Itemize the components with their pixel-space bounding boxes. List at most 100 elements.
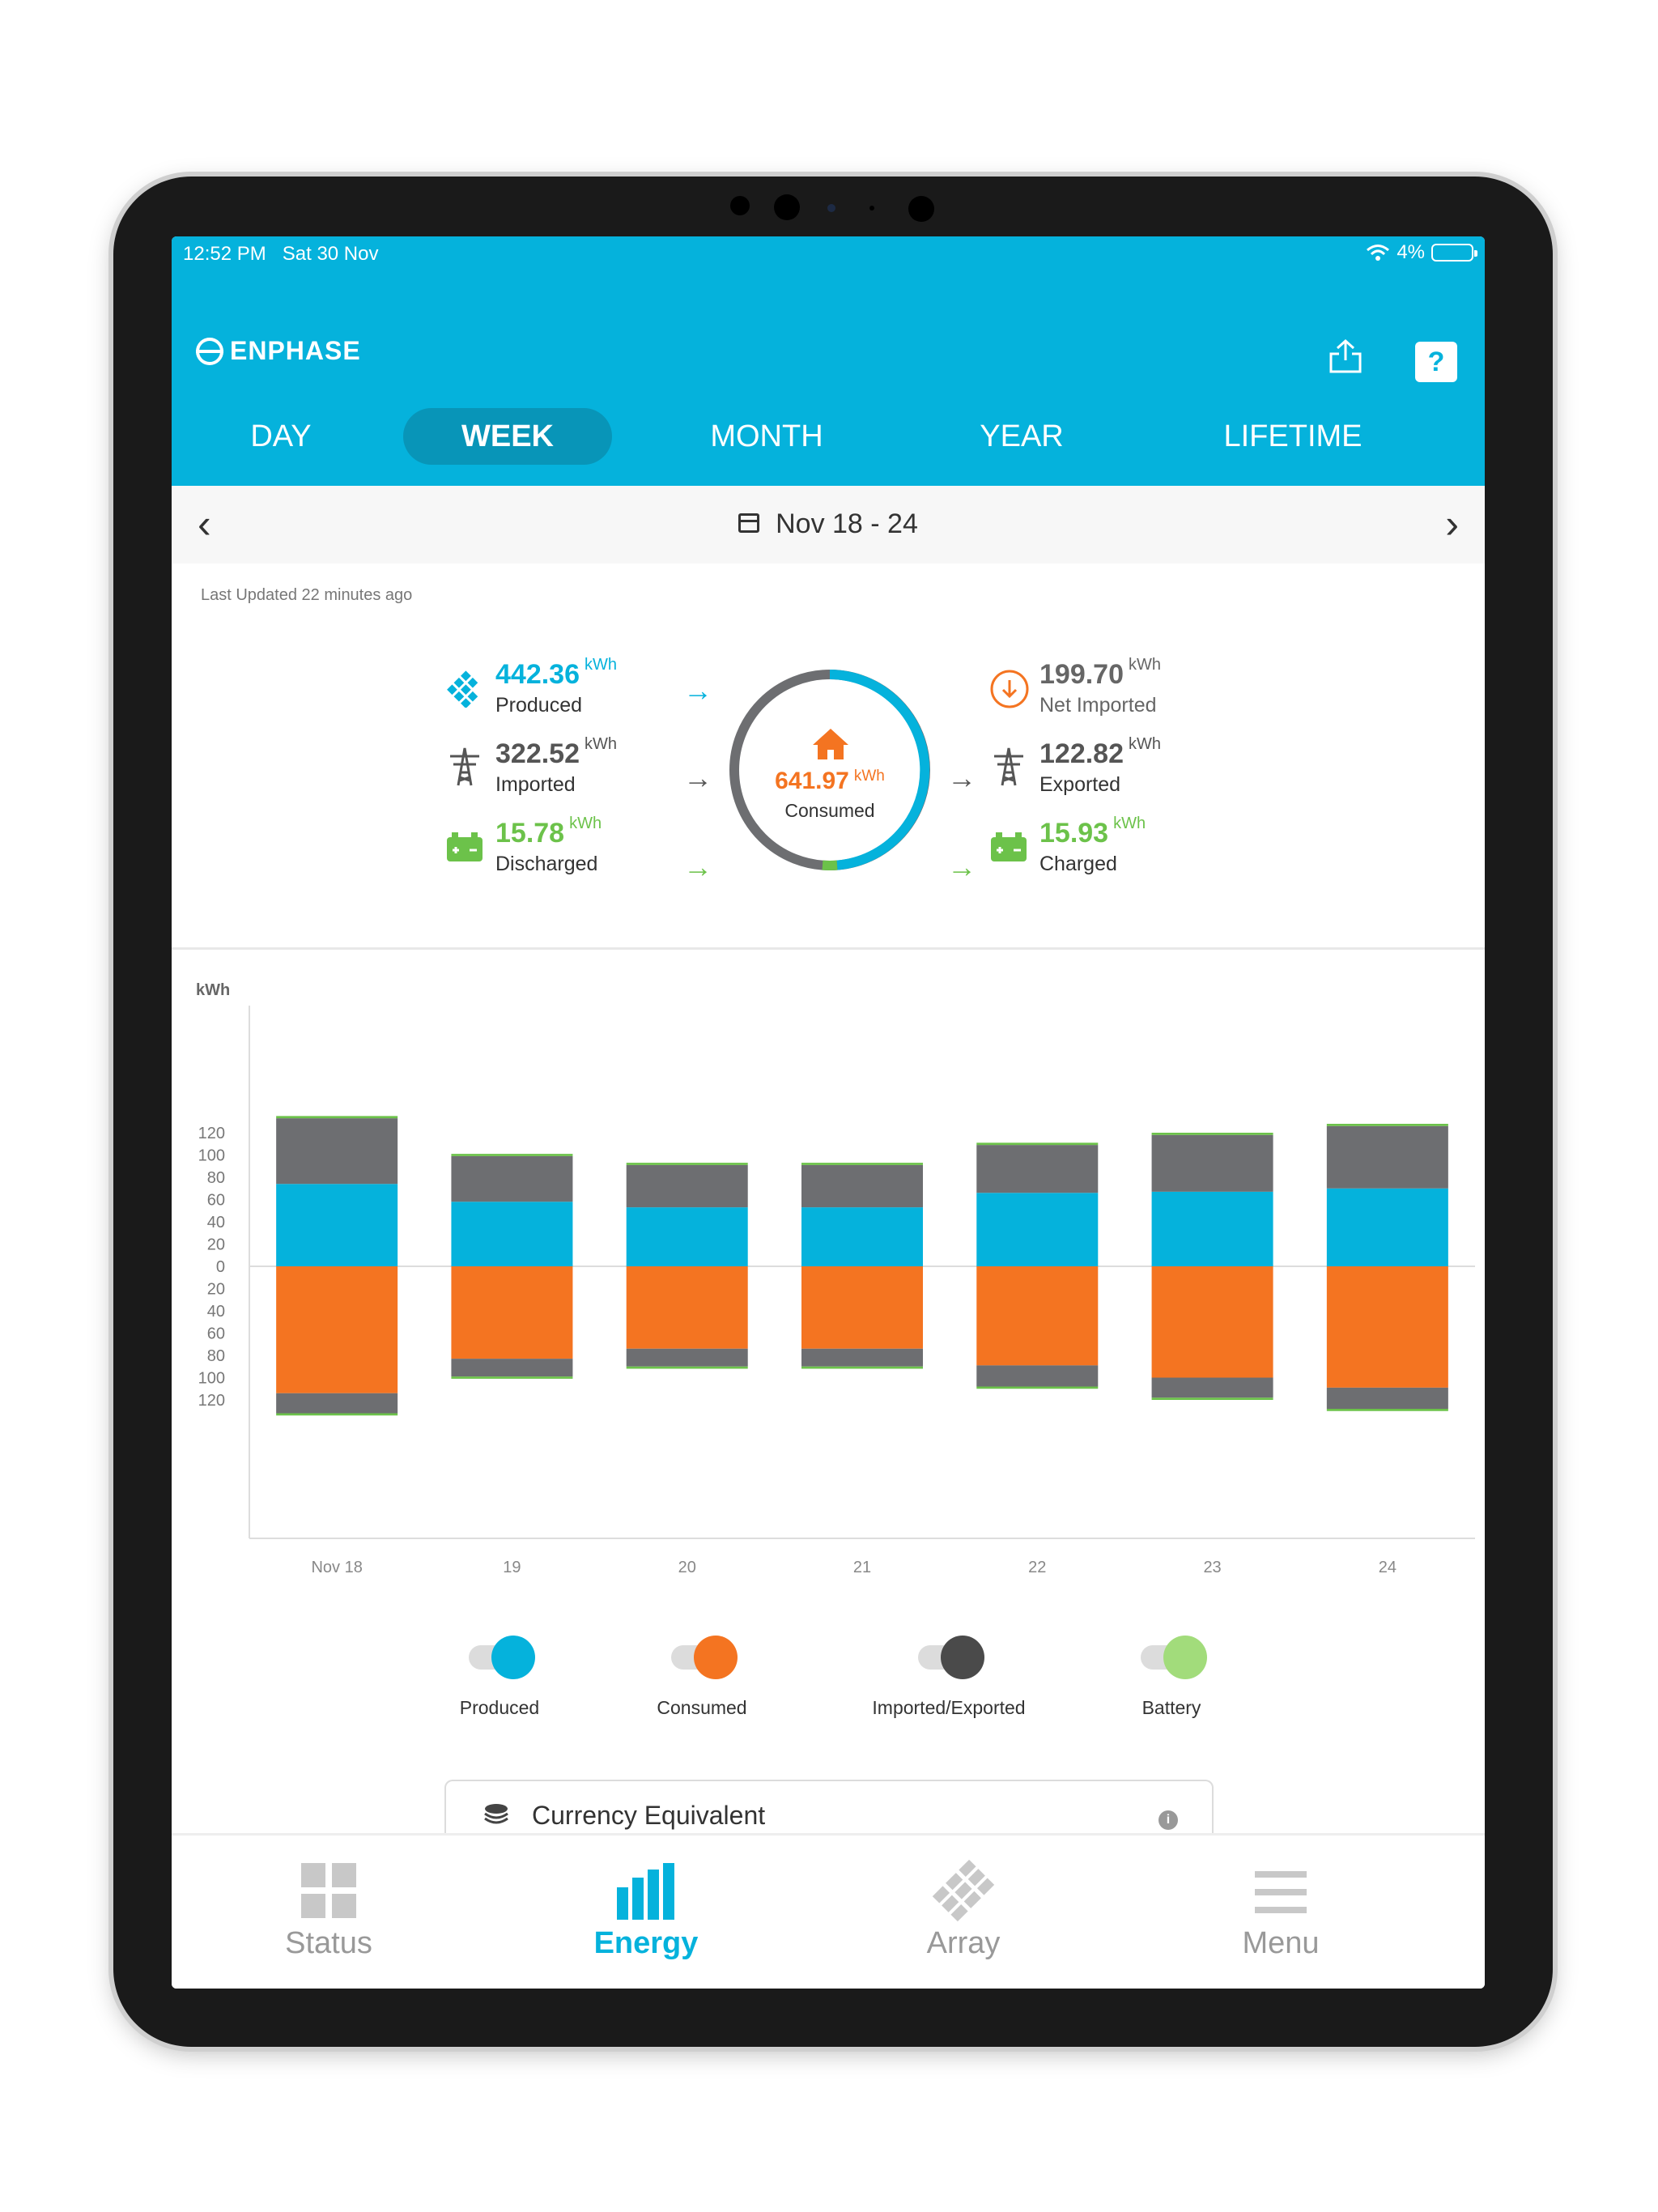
- imported-label: Imported: [495, 773, 576, 796]
- nav-status[interactable]: Status: [207, 1836, 450, 1989]
- y-tick-label: 100: [198, 1147, 225, 1165]
- energy-bar-chart: 120 100 80 60 40 20 0 20 40 60 80 100 120 Nov 18 19 20 2…: [198, 1006, 1475, 1576]
- help-button[interactable]: ?: [1415, 342, 1457, 382]
- bar-produced: [976, 1193, 1099, 1266]
- currency-equivalent-card[interactable]: Currency Equivalent i: [444, 1780, 1214, 1838]
- charged-stat: 15.93 kWh Charged: [1039, 815, 1146, 876]
- bar-imported: [626, 1164, 748, 1208]
- calendar-icon: [738, 513, 760, 534]
- exported-value: 122.82: [1039, 738, 1124, 769]
- bar-consumed: [1151, 1266, 1273, 1378]
- bar-chart-icon: [617, 1863, 674, 1920]
- legend-imported-exported[interactable]: Imported/Exported: [844, 1636, 1054, 1719]
- chevron-left-icon[interactable]: ‹: [198, 501, 211, 547]
- bar-consumed: [626, 1266, 748, 1349]
- tab-week[interactable]: WEEK: [403, 408, 612, 465]
- y-tick-label: 20: [207, 1281, 225, 1299]
- x-tick-label: 24: [1379, 1559, 1397, 1576]
- bar-exported: [276, 1393, 398, 1414]
- bar-battery-discharged: [451, 1154, 573, 1156]
- arrow-right-icon: →: [947, 850, 976, 883]
- toggle-imported-exported[interactable]: [918, 1636, 984, 1679]
- nav-label: Energy: [593, 1926, 699, 1960]
- produced-unit: kWh: [585, 656, 617, 674]
- date-range[interactable]: Nov 18 - 24: [172, 508, 1485, 540]
- front-camera: [869, 206, 874, 211]
- tab-year[interactable]: YEAR: [980, 419, 1064, 453]
- info-icon[interactable]: i: [1158, 1810, 1178, 1830]
- nav-energy[interactable]: Energy: [525, 1836, 767, 1989]
- bar-battery-charged: [276, 1413, 398, 1416]
- bar-battery-charged: [451, 1376, 573, 1379]
- share-icon[interactable]: [1328, 338, 1363, 375]
- y-tick-label: 120: [198, 1392, 225, 1410]
- toggle-knob: [941, 1636, 984, 1679]
- nav-label: Menu: [1242, 1926, 1320, 1960]
- y-tick-label: 120: [198, 1125, 225, 1142]
- bar-battery-discharged: [976, 1142, 1099, 1146]
- bar-exported: [976, 1365, 1099, 1387]
- bar-consumed: [1326, 1266, 1448, 1388]
- bar-consumed: [276, 1266, 398, 1393]
- toggle-battery[interactable]: [1141, 1636, 1207, 1679]
- y-tick-label: 60: [207, 1192, 225, 1210]
- toggle-knob: [491, 1636, 535, 1679]
- tab-lifetime[interactable]: LIFETIME: [1223, 419, 1363, 453]
- home-icon: [813, 729, 848, 759]
- charged-unit: kWh: [1113, 815, 1146, 832]
- bar-consumed: [801, 1266, 923, 1349]
- bar-produced: [626, 1207, 748, 1266]
- bar-imported: [451, 1155, 573, 1202]
- charged-label: Charged: [1039, 853, 1117, 875]
- tab-month[interactable]: MONTH: [710, 419, 823, 453]
- y-tick-label: 80: [207, 1347, 225, 1365]
- exported-stat: 122.82 kWh Exported: [1039, 735, 1161, 797]
- last-updated: Last Updated 22 minutes ago: [201, 586, 413, 604]
- legend-produced[interactable]: Produced: [439, 1636, 560, 1719]
- exported-label: Exported: [1039, 773, 1121, 796]
- battery-charge-icon: [991, 832, 1027, 861]
- imported-stat: 322.52 kWh Imported: [495, 735, 617, 797]
- power-tower-icon: [450, 747, 479, 786]
- nav-array[interactable]: Array: [842, 1836, 1085, 1989]
- bar-imported: [1151, 1134, 1273, 1192]
- legend-battery[interactable]: Battery: [1111, 1636, 1232, 1719]
- toggle-consumed[interactable]: [671, 1636, 738, 1679]
- net-imported-value: 199.70: [1039, 659, 1124, 690]
- chevron-right-icon[interactable]: ›: [1445, 501, 1459, 547]
- toggle-knob: [694, 1636, 738, 1679]
- bar-battery-discharged: [276, 1116, 398, 1119]
- bar-battery-discharged: [1151, 1133, 1273, 1135]
- arrow-right-icon: →: [947, 761, 976, 794]
- enphase-logo-icon: [196, 337, 223, 365]
- bar-imported: [976, 1145, 1099, 1193]
- coins-icon: [484, 1804, 508, 1824]
- legend-label: Battery: [1141, 1697, 1201, 1718]
- bar-produced: [801, 1207, 923, 1266]
- discharged-stat: 15.78 kWh Discharged: [495, 815, 602, 876]
- produced-stat: 442.36 kWh Produced: [495, 656, 617, 717]
- date-navigator: ‹ Nov 18 - 24 ›: [172, 486, 1485, 564]
- bar-exported: [1151, 1377, 1273, 1398]
- app-screen: 12:52 PM Sat 30 Nov 4% ENPHASE ? DAY WEE…: [172, 236, 1485, 1989]
- bar-consumed: [976, 1266, 1099, 1366]
- produced-value: 442.36: [495, 659, 580, 690]
- bar-exported: [451, 1359, 573, 1377]
- bar-imported: [801, 1164, 923, 1208]
- bar-produced: [1151, 1191, 1273, 1266]
- y-tick-label: 80: [207, 1169, 225, 1187]
- front-camera: [730, 196, 750, 215]
- front-camera: [827, 204, 835, 212]
- net-imported-label: Net Imported: [1039, 694, 1157, 717]
- legend-consumed[interactable]: Consumed: [641, 1636, 763, 1719]
- produced-label: Produced: [495, 694, 583, 717]
- battery-discharge-icon: [447, 832, 483, 861]
- tab-day[interactable]: DAY: [250, 419, 312, 453]
- toggle-produced[interactable]: [469, 1636, 535, 1679]
- bar-exported: [801, 1348, 923, 1367]
- solar-array-icon: [932, 1859, 995, 1922]
- discharged-label: Discharged: [495, 853, 598, 875]
- nav-menu[interactable]: Menu: [1159, 1836, 1402, 1989]
- date-range-label: Nov 18 - 24: [776, 508, 918, 539]
- bar-produced: [276, 1184, 398, 1266]
